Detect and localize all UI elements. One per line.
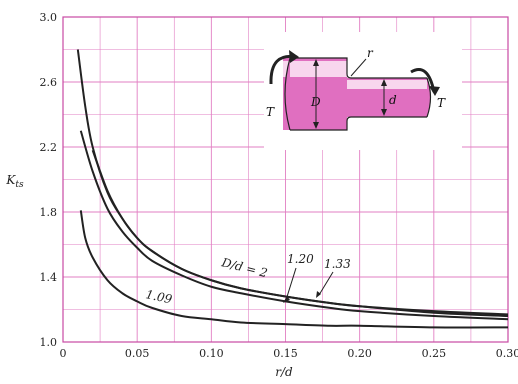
y-tick-label: 1.0 (40, 336, 58, 349)
leader-133 (319, 272, 333, 295)
x-axis-label: r/d (275, 365, 293, 379)
curve-label-120: 1.20 (287, 252, 314, 266)
stepped-shaft-diagram: D d r T T (264, 32, 462, 150)
y-tick-label: 3.0 (40, 11, 58, 24)
y-axis-label: Kts (5, 173, 24, 190)
x-tick-label: 0.20 (347, 347, 372, 360)
y-tick-label: 1.8 (40, 206, 58, 219)
y-tick-label: 2.2 (40, 141, 58, 154)
x-tick-label: 0.05 (125, 347, 150, 360)
x-tick-label: 0 (60, 347, 67, 360)
y-tick-label: 1.4 (40, 271, 58, 284)
x-tick-label: 0.30 (496, 347, 518, 360)
curve-label-109: 1.09 (144, 287, 173, 306)
shaft-small-highlight (347, 80, 427, 89)
inset-label-small-diameter: d (389, 93, 397, 107)
x-tick-label: 0.25 (422, 347, 447, 360)
x-tick-label: 0.10 (199, 347, 224, 360)
curve-label-dd2: D/d = 2 (219, 255, 269, 280)
y-tick-label: 2.6 (40, 76, 58, 89)
inset-label-torque-right: T (437, 96, 446, 110)
leader-120 (286, 268, 296, 300)
curve-label-133: 1.33 (324, 257, 351, 271)
inset-label-big-diameter: D (310, 95, 321, 109)
x-tick-label: 0.15 (273, 347, 298, 360)
series-line-3 (81, 210, 508, 327)
series-line-2 (81, 131, 508, 320)
inset-label-torque-left: T (266, 105, 275, 119)
